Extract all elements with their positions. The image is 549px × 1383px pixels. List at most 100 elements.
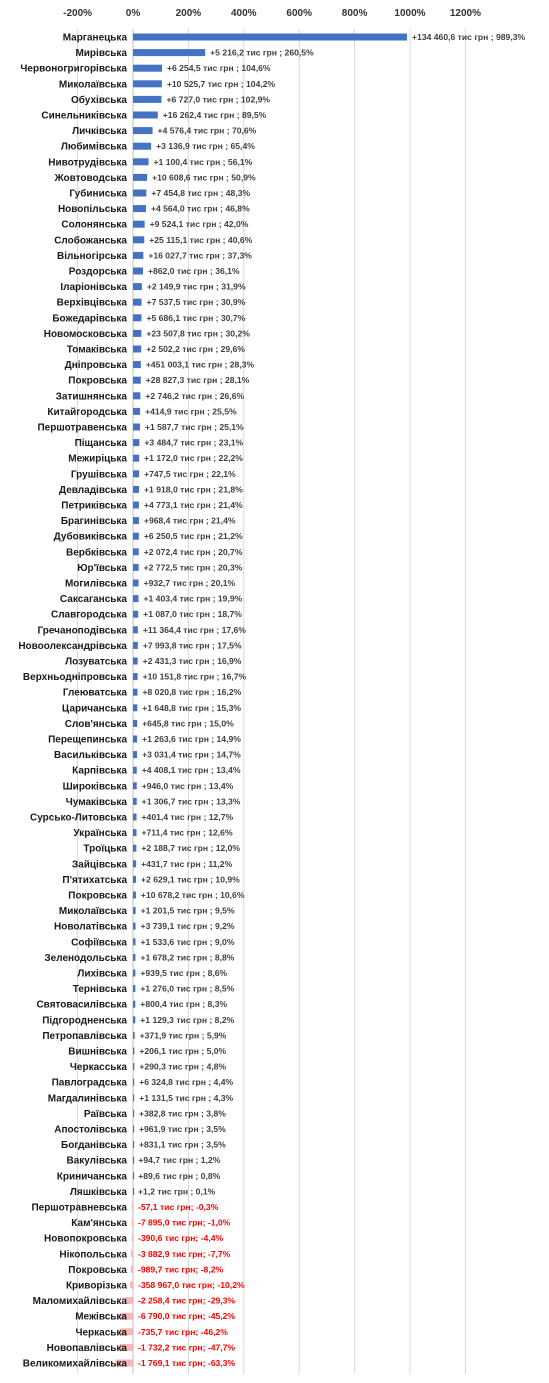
- data-label: +11 364,4 тис грн ; 17,6%: [143, 625, 246, 635]
- category-label: Роздорська: [69, 267, 128, 278]
- bar: [133, 532, 139, 540]
- data-label: +862,0 тис грн ; 36,1%: [148, 266, 240, 276]
- category-label: Софіївська: [71, 936, 127, 948]
- bar: [133, 95, 162, 103]
- category-label: Широківська: [63, 781, 128, 792]
- x-tick-label: 800%: [342, 8, 368, 19]
- bar: [133, 610, 139, 618]
- bar: [133, 485, 140, 493]
- category-label: Покровська: [68, 891, 127, 902]
- category-label: Магдалинівська: [48, 1093, 128, 1104]
- x-tick-label: -200%: [63, 8, 92, 19]
- bar: [133, 579, 139, 587]
- category-label: Губиниська: [69, 188, 127, 200]
- category-label: Славгородська: [51, 610, 127, 621]
- category-label: Васильківська: [54, 750, 127, 761]
- data-label: -989,7 тис грн; -8,2%: [138, 1264, 223, 1274]
- category-label: Іларіонівська: [60, 282, 127, 293]
- category-label: Першотравневська: [31, 1203, 127, 1214]
- data-label: +7 454,8 тис грн ; 48,3%: [151, 188, 250, 198]
- bar: [133, 329, 142, 337]
- data-label: -390,6 тис грн; -4,4%: [138, 1233, 223, 1243]
- data-label: +9 524,1 тис грн ; 42,0%: [150, 219, 249, 229]
- bar: [133, 1141, 135, 1149]
- category-label: Миколаївська: [59, 906, 128, 917]
- data-label: +290,3 тис грн ; 4,8%: [139, 1062, 226, 1072]
- category-label: Криворізька: [66, 1281, 127, 1292]
- category-label: Божедарівська: [52, 313, 127, 324]
- bar: [133, 875, 137, 883]
- category-label: Вишнівська: [68, 1047, 127, 1058]
- category-label: Апостолівська: [54, 1125, 127, 1136]
- data-label: +946,0 тис грн ; 13,4%: [142, 781, 234, 791]
- data-label: +3 136,9 тис грн ; 65,4%: [156, 141, 255, 151]
- bar: [133, 470, 140, 478]
- data-label: +2 772,5 тис грн ; 20,3%: [144, 562, 243, 572]
- data-label: +6 324,8 тис грн ; 4,4%: [139, 1077, 233, 1087]
- data-label: +451 003,1 тис грн ; 28,3%: [146, 360, 255, 370]
- category-label: Великомихайлівська: [23, 1359, 128, 1370]
- category-label: Ляшківська: [70, 1187, 128, 1198]
- category-label: Китайгородська: [47, 407, 127, 418]
- data-label: +3 031,4 тис грн ; 14,7%: [142, 750, 241, 760]
- data-label: +2 431,3 тис грн ; 16,9%: [143, 656, 242, 666]
- bar: [133, 844, 137, 852]
- category-label: Межівська: [75, 1312, 127, 1323]
- data-label: -358 967,0 тис грн; -10,2%: [138, 1280, 245, 1290]
- category-label: Слобожанська: [54, 234, 127, 246]
- bar: [133, 1063, 135, 1071]
- bar: [133, 641, 138, 649]
- data-label: +5 686,1 тис грн ; 30,7%: [147, 313, 246, 323]
- category-label: Любимівська: [61, 141, 128, 153]
- data-label: +28 827,3 тис грн ; 28,1%: [146, 375, 250, 385]
- data-label: +1 678,2 тис грн ; 8,8%: [140, 952, 234, 962]
- bar: [133, 64, 162, 72]
- category-label: Новолатівська: [54, 922, 127, 933]
- data-label: +968,4 тис грн ; 21,4%: [144, 516, 236, 526]
- category-label: Жовтоводська: [54, 173, 128, 184]
- bar: [133, 267, 143, 275]
- bar: [133, 33, 408, 41]
- data-label: +23 507,8 тис грн ; 30,2%: [146, 328, 250, 338]
- category-label: Синельниківська: [41, 111, 127, 122]
- bar: [133, 407, 141, 415]
- category-label: Мирівська: [75, 48, 127, 59]
- data-label: +10 678,2 тис грн ; 10,6%: [141, 890, 245, 900]
- bar: [133, 797, 137, 805]
- data-label: +206,1 тис грн ; 5,0%: [139, 1046, 226, 1056]
- category-label: Українська: [73, 828, 127, 839]
- data-label: +371,9 тис грн ; 5,9%: [140, 1030, 227, 1040]
- category-label: Нивотрудівська: [48, 157, 127, 168]
- bar: [133, 251, 144, 259]
- category-label: Межиріцька: [68, 454, 127, 465]
- category-label: Черкасська: [70, 1062, 128, 1073]
- category-label: Вакулівська: [66, 1156, 127, 1167]
- bar: [133, 1109, 135, 1117]
- data-label: +6 250,5 тис грн ; 21,2%: [144, 531, 243, 541]
- data-label: +431,7 тис грн ; 11,2%: [141, 859, 232, 869]
- bar: [133, 1156, 135, 1164]
- category-label: Червоногригорівська: [20, 64, 127, 75]
- data-label: +2 746,2 тис грн ; 26,6%: [145, 391, 244, 401]
- data-label: +939,5 тис грн ; 8,6%: [140, 968, 227, 978]
- bar: [133, 111, 158, 119]
- data-label: -6 790,0 тис грн; -45,2%: [138, 1311, 235, 1321]
- data-label: -57,1 тис грн; -0,3%: [138, 1202, 219, 1212]
- bar: [133, 813, 137, 821]
- data-label: +94,7 тис грн ; 1,2%: [138, 1155, 220, 1165]
- data-label: +16 027,7 тис грн ; 37,3%: [148, 250, 252, 260]
- bar: [133, 127, 153, 135]
- bar: [115, 1359, 133, 1367]
- bar: [133, 220, 145, 228]
- data-label: +4 773,1 тис грн ; 21,4%: [144, 500, 243, 510]
- bar: [133, 376, 141, 384]
- category-label: Верхньодніпровська: [23, 672, 128, 683]
- data-label: -1 732,2 тис грн; -47,7%: [138, 1342, 235, 1352]
- data-label: +414,9 тис грн ; 25,5%: [145, 406, 237, 416]
- data-label: +1 648,8 тис грн ; 15,3%: [142, 703, 241, 713]
- data-label: +5 216,2 тис грн ; 260,5%: [210, 48, 314, 58]
- bar: [133, 1016, 136, 1024]
- category-label: Лихівська: [77, 969, 127, 980]
- bar: [133, 704, 138, 712]
